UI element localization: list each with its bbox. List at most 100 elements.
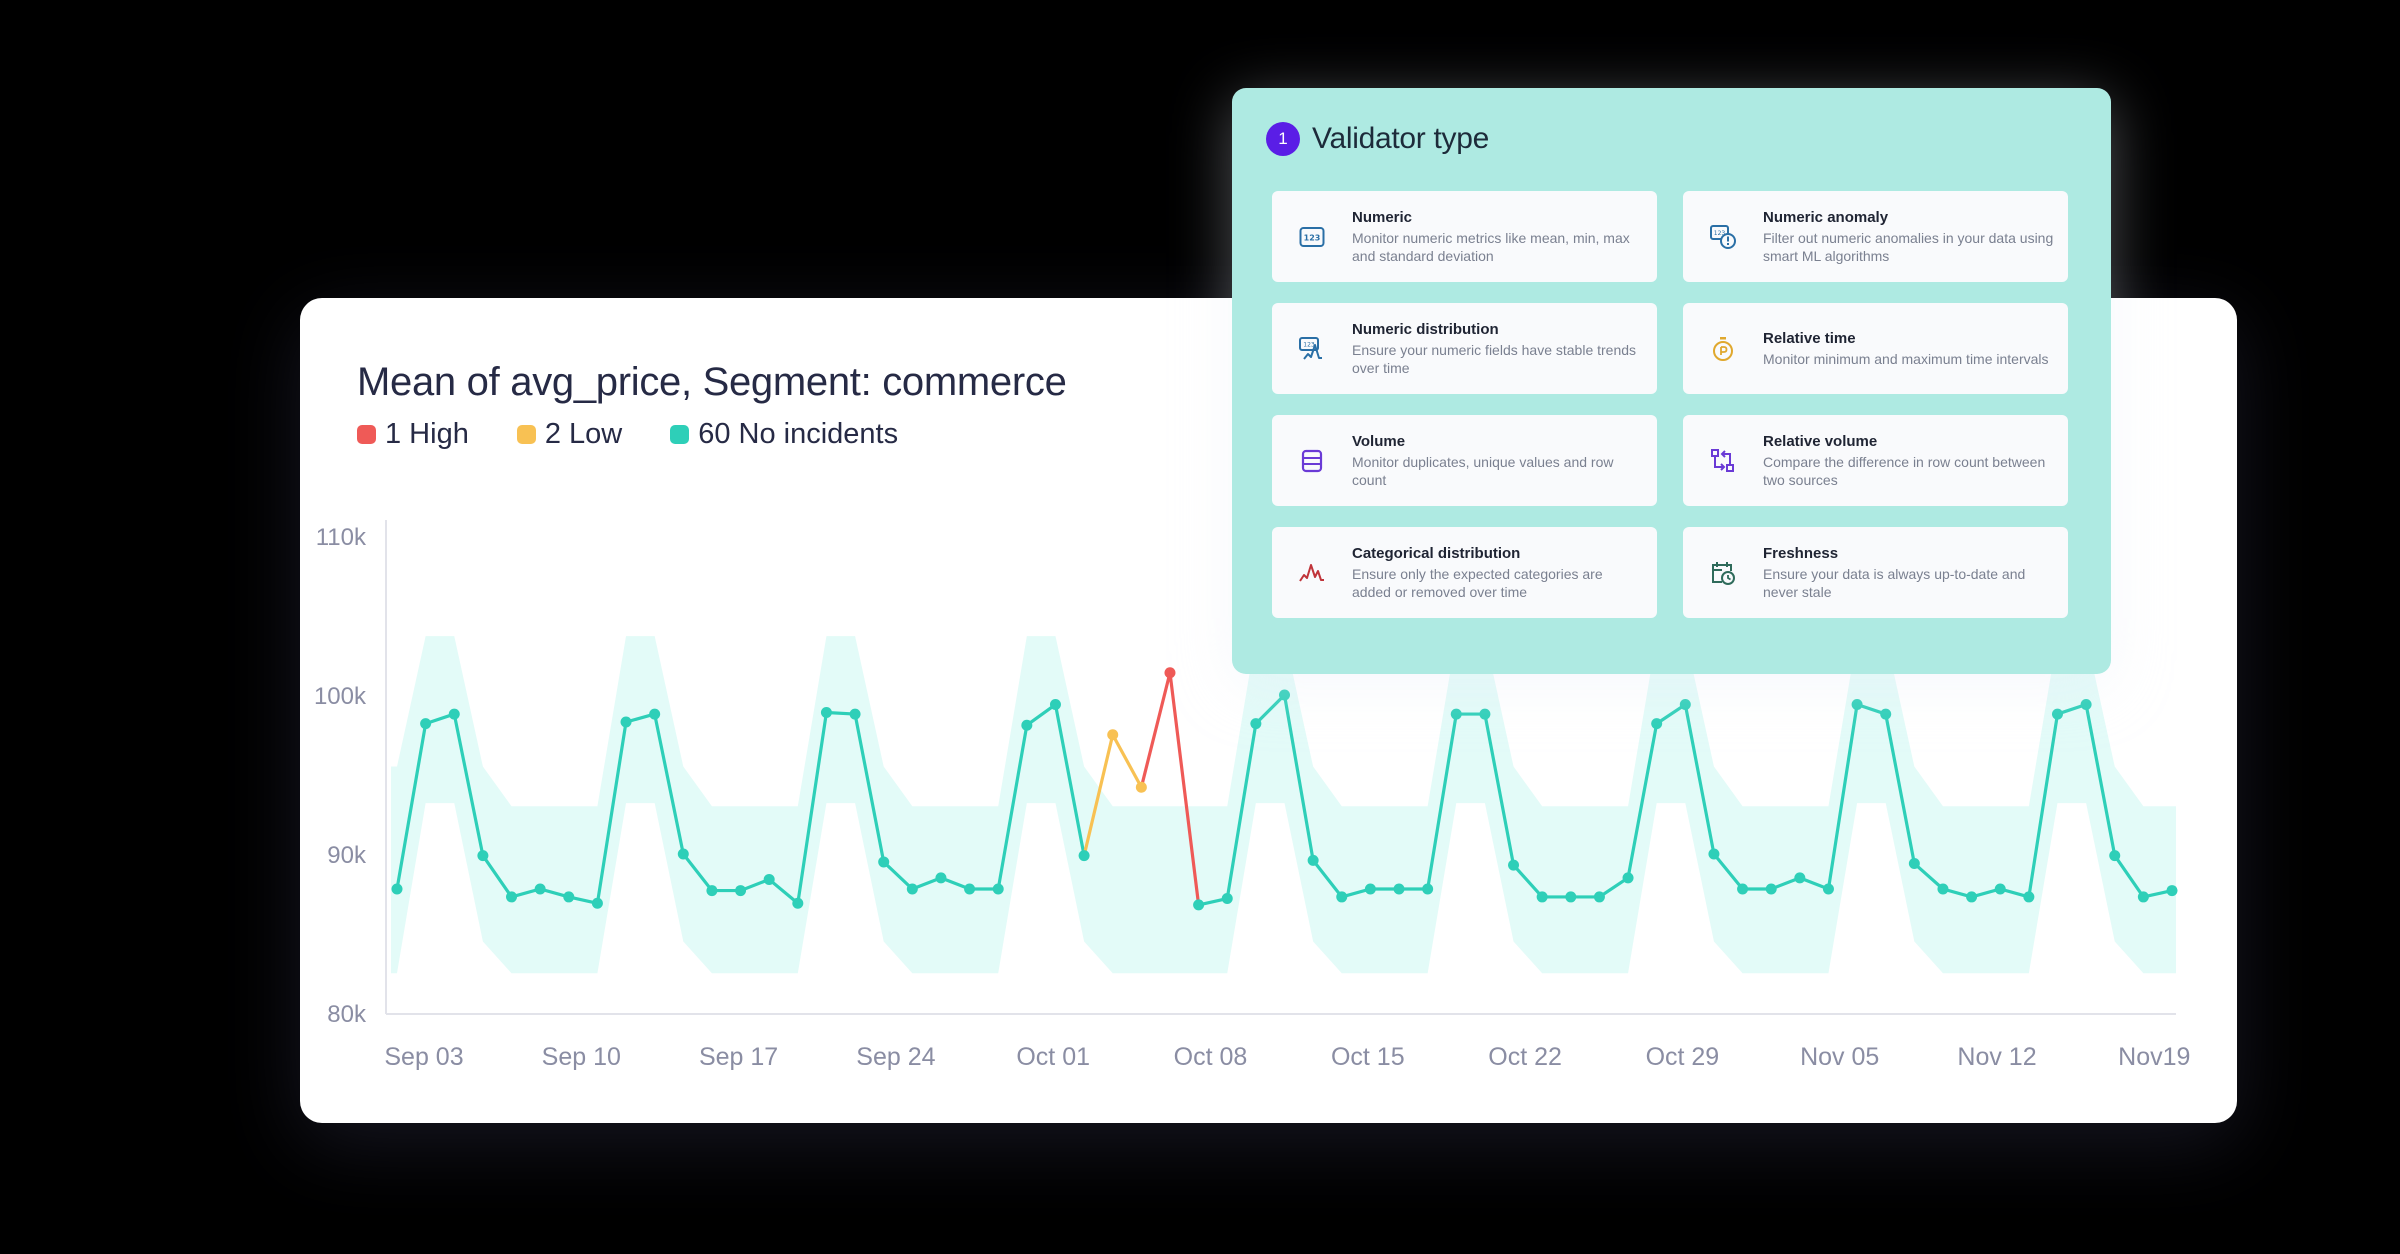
- data-point: [1078, 850, 1090, 862]
- data-point: [2080, 699, 2092, 711]
- series-segment: [1683, 702, 1716, 856]
- data-point: [1851, 699, 1863, 711]
- x-tick-label: Oct 22: [1488, 1043, 1562, 1071]
- series-segment: [796, 710, 829, 905]
- series-segment: [1597, 876, 1630, 899]
- data-point: [735, 885, 747, 897]
- y-tick-label: 100k: [314, 683, 367, 710]
- x-tick-label: Oct 08: [1174, 1043, 1248, 1071]
- data-point: [1937, 883, 1949, 895]
- data-point: [477, 850, 489, 862]
- x-tick-label: Oct 01: [1016, 1043, 1090, 1071]
- series-segment: [1082, 733, 1115, 858]
- data-point: [563, 891, 575, 903]
- data-point: [1679, 699, 1691, 711]
- series-segment: [2084, 702, 2117, 858]
- series-segment: [1025, 702, 1058, 727]
- series-segment: [1168, 671, 1201, 907]
- data-point: [1966, 891, 1978, 903]
- confidence-band: [391, 636, 2176, 974]
- data-point: [591, 897, 603, 909]
- data-point: [849, 708, 861, 720]
- series-segment: [1626, 722, 1659, 880]
- series-segment: [1884, 712, 1916, 866]
- series-segment: [452, 712, 485, 858]
- series-segment: [853, 712, 886, 864]
- series-segment: [1511, 863, 1544, 899]
- data-point: [1135, 781, 1147, 793]
- data-point: [506, 891, 518, 903]
- data-point: [1737, 883, 1749, 895]
- validator-card-description: Monitor numeric metrics like mean, min, …: [1352, 229, 1630, 264]
- validator-card-numeric-anomaly[interactable]: 123 Numeric anomaly Filter out numeric a…: [1683, 191, 2068, 282]
- x-tick-label: Sep 24: [856, 1043, 935, 1071]
- validator-card-title: Numeric distribution: [1352, 320, 1499, 338]
- x-tick-label: Nov19: [2118, 1043, 2190, 1071]
- series-segment: [1282, 693, 1315, 862]
- series-segment: [1053, 702, 1086, 858]
- chart-title: Mean of avg_price, Segment: commerce: [357, 360, 1067, 404]
- distribution-curve-icon: [1272, 562, 1352, 584]
- numeric-anomaly-icon: 123: [1683, 224, 1763, 250]
- validator-card-relative-time[interactable]: Relative time Monitor minimum and maximu…: [1683, 303, 2068, 394]
- data-point: [1908, 858, 1920, 870]
- x-tick-label: Oct 15: [1331, 1043, 1405, 1071]
- x-tick-label: Nov 12: [1957, 1043, 2036, 1071]
- legend-label-low: 2 Low: [544, 418, 623, 450]
- legend-label-no-incidents: 60 No incidents: [698, 418, 899, 450]
- data-point: [1536, 891, 1548, 903]
- series-segment: [2113, 853, 2145, 899]
- validator-type-panel: 1 Validator type 123 Numeric Monitor num…: [1232, 88, 2111, 674]
- data-point: [1450, 708, 1462, 720]
- legend-item-no-incidents[interactable]: 60 No incidents: [670, 418, 898, 451]
- data-point: [1107, 729, 1119, 741]
- validator-card-title: Relative time: [1763, 329, 1856, 347]
- x-tick-label: Sep 17: [699, 1043, 778, 1071]
- validator-card-description: Compare the difference in row count betw…: [1763, 453, 2046, 488]
- numeric-distribution-icon: 123: [1272, 336, 1352, 362]
- validator-card-numeric[interactable]: 123 Numeric Monitor numeric metrics like…: [1272, 191, 1657, 282]
- legend-item-low[interactable]: 2 Low: [516, 418, 623, 451]
- series-segment: [1483, 712, 1516, 867]
- data-point: [1708, 848, 1720, 860]
- validator-card-title: Numeric: [1352, 208, 1413, 226]
- series-segment: [882, 860, 914, 891]
- series-segment: [1712, 852, 1745, 891]
- validator-card-relative-volume[interactable]: Relative volume Compare the difference i…: [1683, 415, 2068, 506]
- data-point: [1508, 859, 1520, 871]
- data-point: [964, 883, 976, 895]
- stopwatch-icon: [1683, 336, 1763, 362]
- data-point: [2137, 891, 2149, 903]
- rows-icon: [1272, 449, 1352, 473]
- data-point: [992, 883, 1004, 895]
- validator-card-numeric-distribution[interactable]: 123 Numeric distribution Ensure your num…: [1272, 303, 1657, 394]
- legend-label-high: 1 High: [385, 418, 469, 450]
- validator-card-volume[interactable]: Volume Monitor duplicates, unique values…: [1272, 415, 1657, 506]
- data-point: [420, 718, 432, 730]
- data-point: [1336, 891, 1348, 903]
- data-point: [534, 883, 546, 895]
- svg-text:123: 123: [1714, 230, 1726, 237]
- data-point: [706, 885, 718, 897]
- data-point: [1221, 893, 1233, 905]
- validator-card-description: Filter out numeric anomalies in your dat…: [1763, 229, 2054, 264]
- data-point: [448, 708, 460, 720]
- data-point: [620, 716, 632, 728]
- data-point: [1049, 699, 1061, 711]
- x-tick-label: Sep 10: [542, 1043, 621, 1071]
- data-point: [2109, 850, 2121, 862]
- series-segment: [653, 712, 685, 856]
- legend-item-high[interactable]: 1 High: [357, 418, 469, 451]
- data-point: [820, 706, 832, 718]
- legend-swatch-high: [357, 425, 376, 444]
- validator-card-description: Ensure your numeric fields have stable t…: [1352, 341, 1637, 376]
- y-tick-label: 80k: [327, 1001, 367, 1028]
- validator-card-freshness[interactable]: Freshness Ensure your data is always up-…: [1683, 527, 2068, 618]
- x-tick-label: Nov 05: [1800, 1043, 1879, 1071]
- validator-card-categorical-distribution[interactable]: Categorical distribution Ensure only the…: [1272, 527, 1657, 618]
- data-point: [1422, 883, 1434, 895]
- x-tick-label: Oct 29: [1646, 1043, 1720, 1071]
- data-point: [677, 848, 689, 860]
- data-point: [391, 883, 403, 895]
- series-segment: [1311, 858, 1344, 899]
